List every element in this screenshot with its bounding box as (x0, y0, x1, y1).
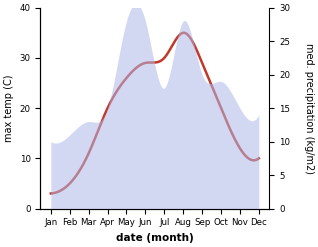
X-axis label: date (month): date (month) (116, 233, 194, 243)
Y-axis label: max temp (C): max temp (C) (4, 74, 14, 142)
Y-axis label: med. precipitation (kg/m2): med. precipitation (kg/m2) (304, 43, 314, 174)
